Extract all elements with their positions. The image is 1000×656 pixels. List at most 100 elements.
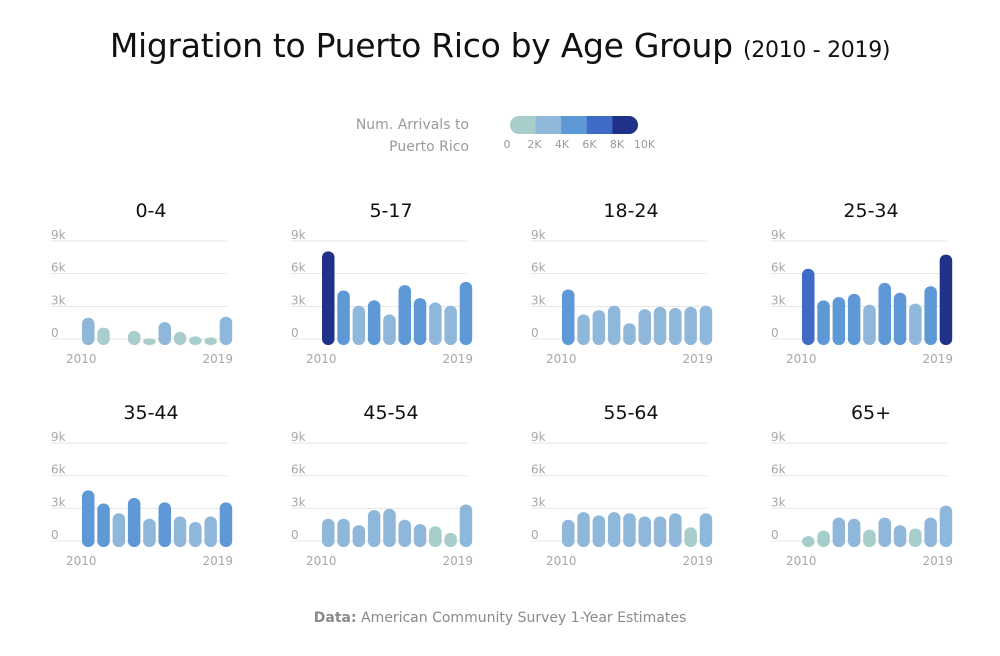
panel-title: 18-24 <box>603 200 658 222</box>
bar-2011 <box>337 290 350 345</box>
y-tick-label: 0 <box>291 326 299 340</box>
bar-2014 <box>623 513 636 547</box>
bar-2017 <box>429 302 442 345</box>
bar-2014 <box>863 529 876 547</box>
y-tick-label: 9k <box>771 430 786 444</box>
x-start-label: 2010 <box>786 554 817 568</box>
legend-tick-label: 10K <box>634 138 656 151</box>
bar-2010 <box>802 268 815 345</box>
legend-tick-label: 2K <box>527 138 542 151</box>
legend-swatch-0 <box>510 116 537 134</box>
bar-2013 <box>847 518 861 547</box>
bar-2010 <box>322 251 335 345</box>
x-end-label: 2019 <box>922 554 953 568</box>
y-tick-label: 3k <box>51 293 66 307</box>
x-start-label: 2010 <box>66 554 97 568</box>
y-tick-label: 3k <box>531 495 546 509</box>
y-tick-label: 9k <box>51 430 66 444</box>
y-tick-label: 9k <box>291 228 306 242</box>
bar-2010 <box>562 519 575 547</box>
bar-2013 <box>607 512 621 547</box>
x-end-label: 2019 <box>682 554 713 568</box>
bar-2018 <box>684 527 697 547</box>
y-tick-label: 0 <box>51 528 59 542</box>
bar-2015 <box>878 517 891 547</box>
bar-2016 <box>653 306 667 345</box>
y-tick-label: 6k <box>771 463 786 477</box>
panel-title: 45-54 <box>363 402 418 424</box>
bar-2012 <box>592 515 606 547</box>
legend: Num. Arrivals to Puerto Rico 0 2K 4K 6K 8K 10… <box>356 116 656 155</box>
bar-2013 <box>127 498 141 547</box>
bar-2017 <box>189 336 202 345</box>
panel-title: 35-44 <box>123 402 178 424</box>
bar-2012 <box>352 525 366 547</box>
bar-2010 <box>82 490 95 547</box>
bar-2018 <box>444 532 457 547</box>
y-tick-label: 9k <box>771 228 786 242</box>
bar-2019 <box>939 505 953 547</box>
bar-2016 <box>173 331 187 345</box>
bar-2017 <box>669 513 682 547</box>
bar-2018 <box>924 517 937 547</box>
y-tick-label: 0 <box>291 528 299 542</box>
bar-2016 <box>413 298 427 345</box>
y-tick-label: 0 <box>531 326 539 340</box>
bar-2012 <box>592 310 606 345</box>
bar-2019 <box>939 254 953 345</box>
panel-title: 55-64 <box>603 402 658 424</box>
panel-title: 25-34 <box>843 200 898 222</box>
x-start-label: 2010 <box>306 554 337 568</box>
bar-2015 <box>158 322 171 345</box>
x-end-label: 2019 <box>922 352 953 366</box>
legend-label-line1: Num. Arrivals to <box>356 117 469 133</box>
panel-45-54: 45-54 0 3k 6k 9k 2010 2019 <box>291 402 473 568</box>
bar-2013 <box>127 330 141 345</box>
bar-2016 <box>893 292 907 345</box>
bar-2014 <box>383 314 396 345</box>
panel-title: 65+ <box>851 402 891 424</box>
footer-source-text: American Community Survey 1-Year Estimat… <box>361 610 687 626</box>
panel-65plus: 65+ 0 3k 6k 9k 2010 2019 <box>771 402 953 568</box>
legend-swatch-1 <box>535 116 562 134</box>
bar-2017 <box>189 521 202 547</box>
legend-swatch-4 <box>612 116 638 134</box>
y-tick-label: 6k <box>531 261 546 275</box>
bar-2015 <box>638 309 651 345</box>
y-tick-label: 9k <box>531 430 546 444</box>
chart-title: Migration to Puerto Rico by Age Group (2… <box>0 26 1000 65</box>
y-tick-label: 3k <box>51 495 66 509</box>
bar-2011 <box>577 314 590 345</box>
y-tick-label: 6k <box>51 261 66 275</box>
bar-2010 <box>802 536 815 547</box>
bar-2013 <box>607 305 621 345</box>
y-tick-label: 3k <box>291 495 306 509</box>
bar-2012 <box>352 305 366 345</box>
bar-2012 <box>832 517 846 547</box>
x-start-label: 2010 <box>66 352 97 366</box>
bar-2014 <box>143 518 156 547</box>
legend-tick-label: 8K <box>610 138 625 151</box>
x-end-label: 2019 <box>442 554 473 568</box>
x-end-label: 2019 <box>682 352 713 366</box>
bar-2010 <box>562 289 575 345</box>
bar-2019 <box>219 316 233 345</box>
legend-tick-label: 6K <box>582 138 597 151</box>
legend-swatch-2 <box>561 116 588 134</box>
y-tick-label: 6k <box>51 463 66 477</box>
bar-2013 <box>367 509 381 547</box>
bar-2017 <box>429 526 442 547</box>
bar-2015 <box>158 502 171 547</box>
bar-2012 <box>832 297 846 345</box>
bar-2015 <box>398 285 411 345</box>
bar-2014 <box>383 508 396 547</box>
bar-2014 <box>863 304 876 345</box>
y-tick-label: 0 <box>771 326 779 340</box>
bar-2010 <box>82 317 95 345</box>
legend-tick-label: 4K <box>555 138 570 151</box>
panel-18-24: 18-24 0 3k 6k 9k 2010 2019 <box>531 200 713 366</box>
y-tick-label: 9k <box>51 228 66 242</box>
bar-2015 <box>398 519 411 547</box>
footer-source-label: Data: <box>313 610 357 626</box>
